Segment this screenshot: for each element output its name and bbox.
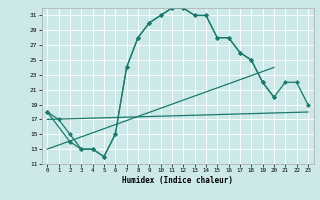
X-axis label: Humidex (Indice chaleur): Humidex (Indice chaleur) <box>122 176 233 185</box>
